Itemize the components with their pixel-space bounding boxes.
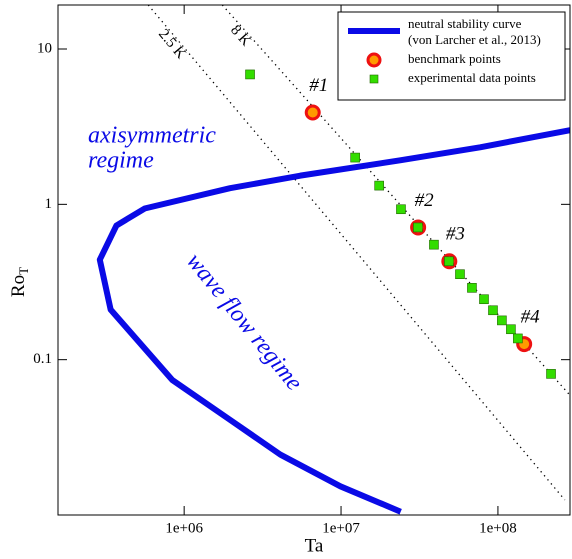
point-label: #3	[446, 224, 465, 245]
data-point	[513, 333, 523, 344]
data-point	[455, 269, 465, 280]
x-tick-label: 1e+08	[479, 520, 517, 536]
legend-swatch	[369, 74, 379, 84]
y-tick-label: 0.1	[33, 351, 52, 367]
legend-label: experimental data points	[408, 70, 536, 85]
data-point	[497, 315, 507, 326]
overlay: 1e+06 1e+07 1e+08 0.1 1 10 2.5 K 8 K #1 #2 #3 #4 neu…	[33, 5, 570, 536]
curve	[96, 127, 570, 515]
data-point	[429, 239, 439, 250]
data-point	[444, 256, 454, 267]
data-point	[467, 283, 477, 293]
y-tick-label: 10	[37, 40, 52, 56]
data-point	[374, 180, 384, 191]
x-tick-label: 1e+07	[322, 520, 360, 536]
data-point	[546, 369, 556, 379]
x-axis-label: Ta	[305, 535, 324, 556]
reference-line-label: 8 K	[227, 22, 254, 49]
point-label: #4	[521, 306, 541, 327]
annotation: axisymmetric	[88, 123, 216, 149]
data-point	[488, 305, 498, 316]
reference-line	[147, 5, 566, 501]
legend-label: benchmark points	[408, 51, 501, 66]
point-label: #1	[309, 75, 328, 96]
y-axis-label-sub: T	[16, 267, 31, 275]
plot-area	[96, 5, 570, 515]
plot-frame	[57, 4, 571, 516]
benchmark-point	[304, 104, 321, 121]
data-point	[506, 324, 516, 335]
legend-label: neutral stability curve	[408, 16, 522, 31]
y-axis-label: RoT	[8, 267, 31, 297]
data-point	[396, 204, 406, 215]
data-point	[245, 69, 255, 80]
y-axis-label-main: Ro	[8, 275, 29, 297]
x-tick-label: 1e+06	[165, 520, 203, 536]
y-tick-label: 1	[45, 196, 53, 212]
legend-label: (von Larcher et al., 2013)	[408, 32, 541, 47]
annotation: regime	[88, 148, 154, 174]
legend-swatch	[366, 52, 382, 68]
annotation: wave flow regime	[181, 248, 307, 396]
data-point	[350, 152, 360, 163]
reference-line-label: 2.5 K	[155, 26, 189, 62]
data-point	[479, 294, 489, 305]
legend: neutral stability curve(von Larcher et a…	[337, 11, 566, 101]
data-point	[413, 222, 423, 233]
point-label: #2	[415, 190, 435, 211]
